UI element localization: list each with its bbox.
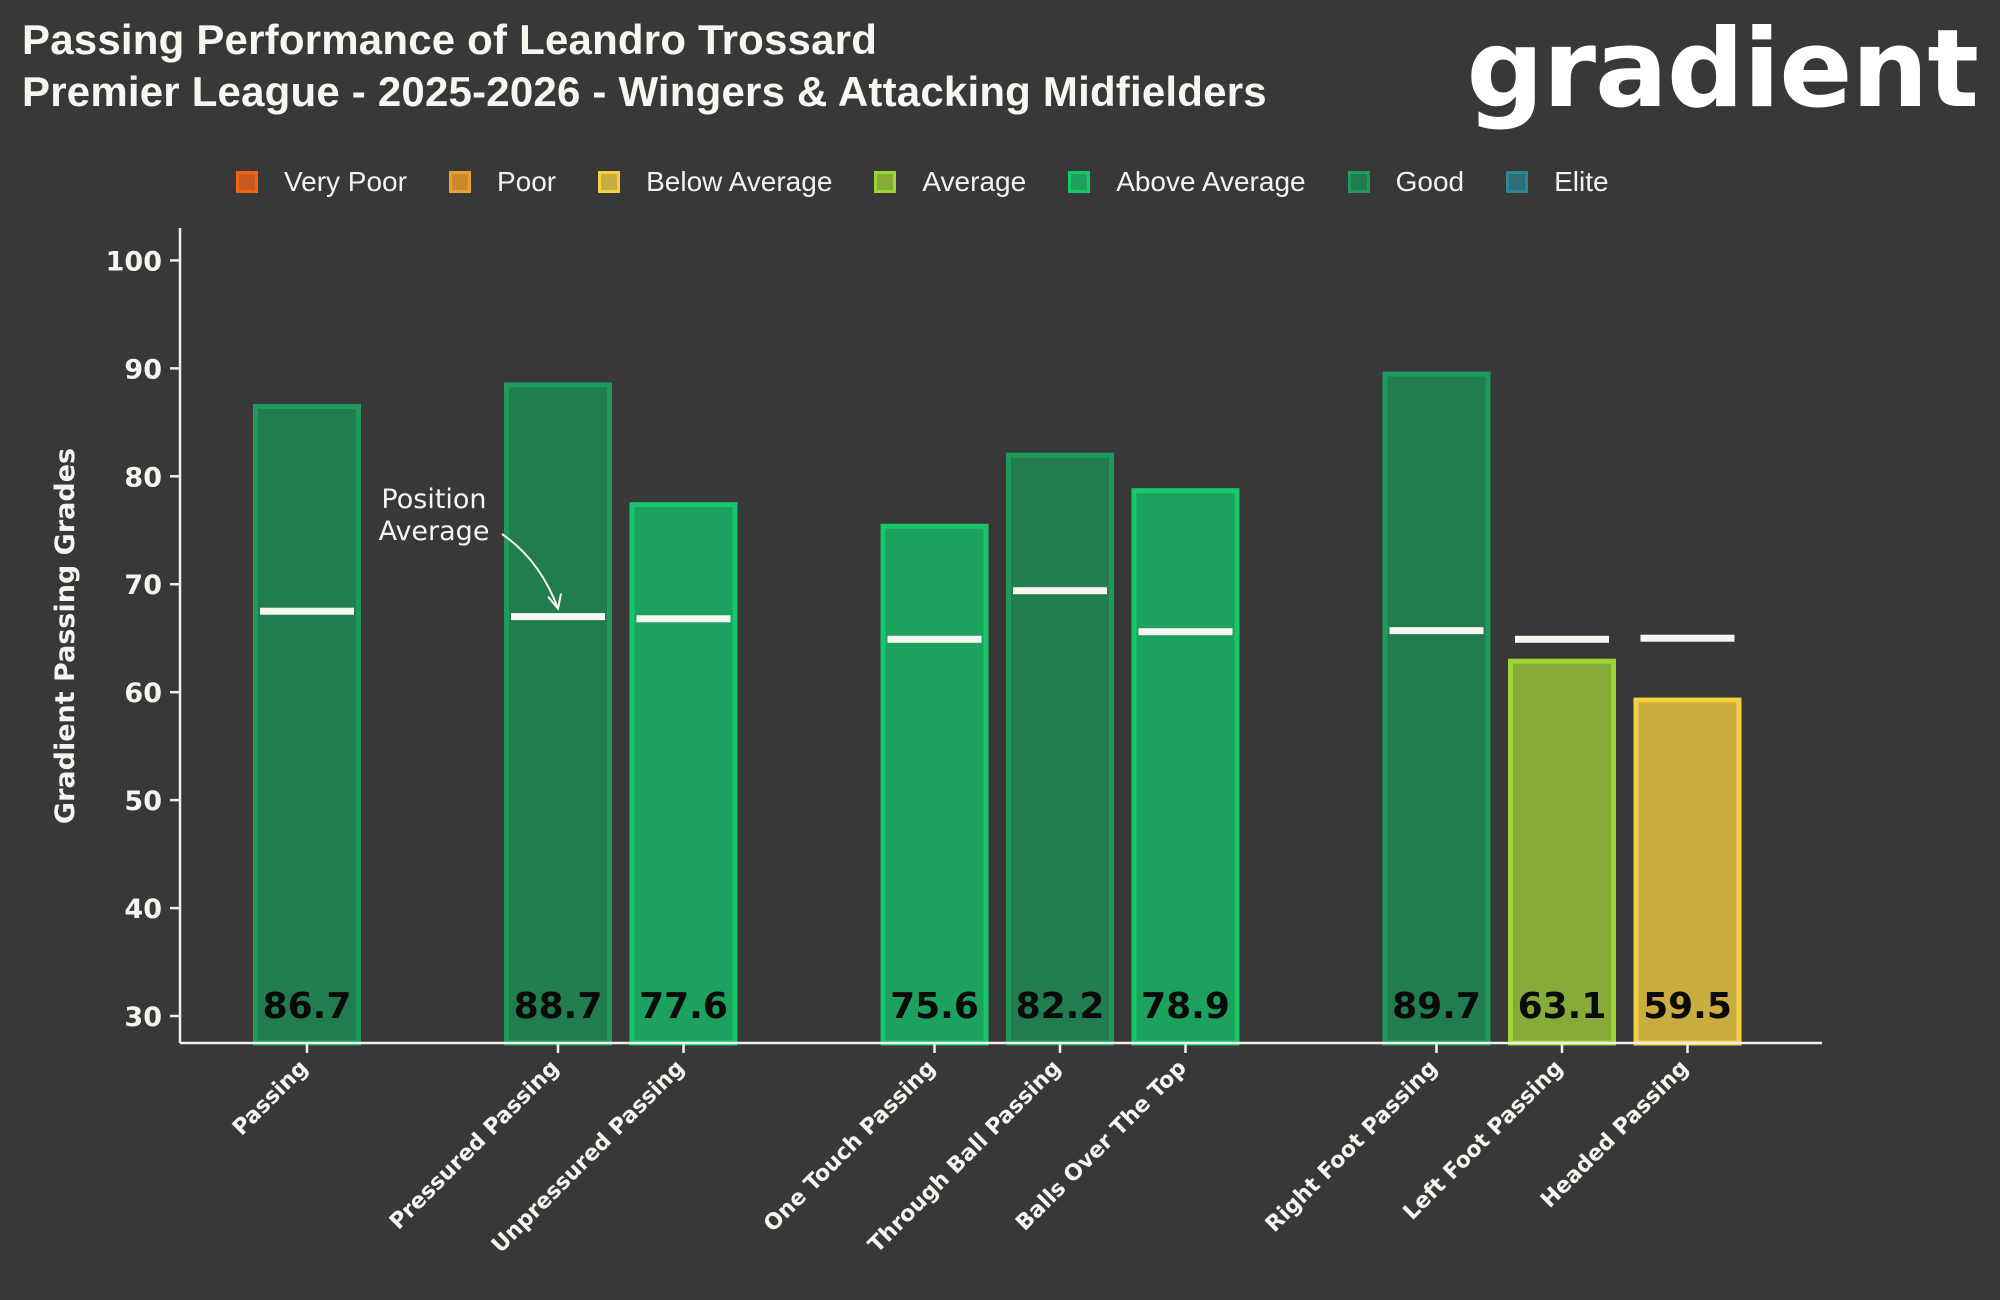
value-label: 77.6 <box>639 986 728 1027</box>
legend-swatch <box>1506 171 1529 193</box>
bar-unpressured-passing <box>629 502 738 1046</box>
legend-swatch <box>236 171 258 193</box>
title-line-1: Passing Performance of Leandro Trossard <box>22 16 878 63</box>
value-label: 59.5 <box>1643 986 1732 1027</box>
legend-item-good: Good <box>1347 166 1465 198</box>
value-label: 75.6 <box>890 986 979 1027</box>
value-label: 89.7 <box>1392 986 1481 1027</box>
position-average-marker <box>260 607 354 615</box>
bar-headed-passing <box>1633 697 1742 1046</box>
legend-item-average: Average <box>874 166 1026 198</box>
legend-label: Average <box>922 166 1027 197</box>
bars: 86.7 88.7 77.6 75.6 82.2 78.9 89.7 63.1 59.5 <box>253 371 1742 1046</box>
value-label: 63.1 <box>1518 986 1607 1027</box>
gradient-logo: gradient <box>1466 7 1979 132</box>
position-average-marker <box>1389 627 1484 635</box>
y-axis-title: Gradient Passing Grades <box>50 448 81 824</box>
y-tick-label: 100 <box>106 246 162 277</box>
position-average-marker <box>636 615 731 623</box>
position-average-marker <box>887 635 982 643</box>
legend: Very Poor Poor Below Average Average Above A… <box>236 166 1651 198</box>
position-average-marker <box>1138 628 1233 636</box>
title-line-2: Premier League - 2025-2026 - Wingers & A… <box>22 68 1267 115</box>
y-tick-label: 50 <box>124 786 162 817</box>
legend-label: Good <box>1395 166 1465 197</box>
bar-through-ball-passing <box>1006 452 1114 1046</box>
position-average-marker <box>1515 635 1609 643</box>
legend-label: Above Average <box>1116 166 1306 197</box>
value-label: 78.9 <box>1141 986 1230 1027</box>
chart-title: Passing Performance of Leandro Trossard … <box>22 14 1267 118</box>
annotation-line-2: Average <box>379 516 490 547</box>
bar-one-touch-passing <box>880 523 989 1046</box>
legend-swatch <box>1068 171 1091 193</box>
legend-swatch <box>448 171 471 193</box>
legend-swatch <box>1347 171 1370 193</box>
y-tick-label: 70 <box>124 570 162 601</box>
position-average-marker <box>511 613 605 621</box>
position-average-marker <box>1013 587 1107 595</box>
bar-balls-over-the-top <box>1131 488 1240 1046</box>
legend-item-very-poor: Very Poor <box>236 166 407 198</box>
value-label: 88.7 <box>514 986 603 1027</box>
bar-passing <box>253 403 361 1046</box>
legend-item-below-average: Below Average <box>598 166 832 198</box>
legend-label: Very Poor <box>284 166 407 197</box>
y-tick-label: 30 <box>124 1002 162 1033</box>
legend-item-above-average: Above Average <box>1068 166 1306 198</box>
y-axis: 30 40 50 60 70 80 90 100 Gradient Passing Grades <box>50 228 182 1043</box>
value-label: 82.2 <box>1016 986 1105 1027</box>
legend-swatch <box>598 171 621 193</box>
bar-pressured-passing <box>504 382 612 1046</box>
annotation-arrow <box>501 533 559 609</box>
bar-right-foot-passing <box>1382 371 1491 1046</box>
annotation-arrowhead-icon <box>547 593 562 611</box>
value-label: 86.7 <box>263 986 352 1027</box>
y-tick-label: 40 <box>124 894 162 925</box>
legend-item-poor: Poor <box>448 166 557 198</box>
x-category-label: Passing <box>228 1056 313 1141</box>
legend-swatch <box>874 171 897 193</box>
y-tick-label: 60 <box>124 678 162 709</box>
legend-label: Elite <box>1554 166 1609 197</box>
legend-item-elite: Elite <box>1506 166 1609 198</box>
legend-label: Below Average <box>646 166 833 197</box>
annotation-line-1: Position <box>381 484 486 515</box>
legend-label: Poor <box>496 166 557 197</box>
y-tick-label: 80 <box>124 462 162 493</box>
position-average-marker <box>1640 634 1735 642</box>
y-tick-label: 90 <box>124 354 162 385</box>
